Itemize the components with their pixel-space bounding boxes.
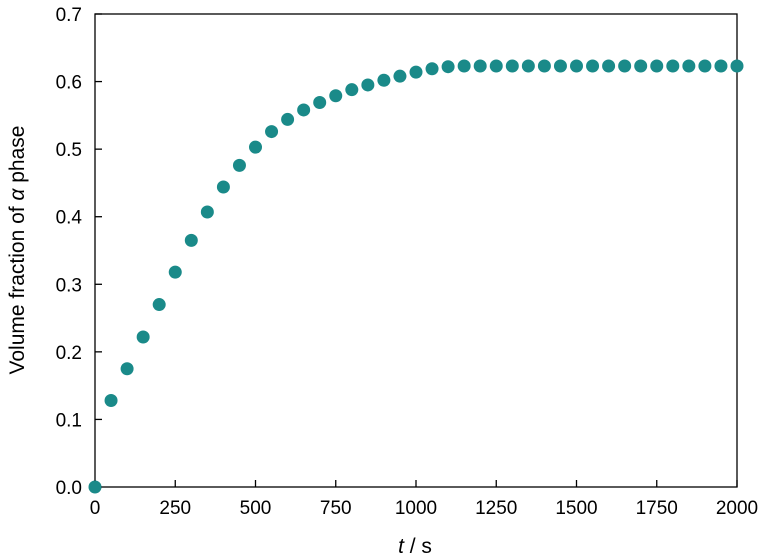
x-tick-label: 500 — [240, 498, 272, 519]
y-tick-label: 0.1 — [56, 410, 82, 431]
data-point — [409, 65, 423, 79]
data-point — [88, 480, 102, 494]
data-point — [521, 59, 535, 73]
data-point — [489, 59, 503, 73]
data-point — [586, 59, 600, 73]
data-point — [537, 59, 551, 73]
data-point — [698, 59, 712, 73]
data-point — [232, 158, 246, 172]
data-point — [200, 205, 214, 219]
data-point — [216, 180, 230, 194]
y-tick-label: 0.2 — [56, 343, 82, 364]
data-point — [505, 59, 519, 73]
x-tick-label: 1500 — [555, 498, 597, 519]
data-point — [249, 140, 262, 154]
data-point — [666, 59, 680, 73]
data-point — [377, 73, 391, 87]
ticks: 0 250 500 750 1000 1250 1500 1750 2000 0.0 0.1 0.2 0… — [56, 5, 759, 519]
data-point — [634, 59, 648, 73]
y-axis-label-suffix: phase — [6, 126, 29, 189]
data-points — [88, 59, 744, 494]
data-point — [553, 59, 567, 73]
data-point — [570, 59, 583, 73]
data-point — [602, 59, 616, 73]
data-point — [104, 394, 118, 408]
data-point — [361, 78, 375, 92]
x-tick-label: 1750 — [636, 498, 678, 519]
x-axis-unit: / s — [404, 535, 432, 558]
x-axis-variable: t — [398, 535, 405, 558]
data-point — [650, 59, 664, 73]
data-point — [329, 89, 343, 103]
data-point — [714, 59, 728, 73]
data-point — [345, 83, 359, 97]
data-point — [152, 298, 166, 312]
y-axis-label-prefix: Volume fraction of — [6, 201, 29, 375]
x-tick-label: 1000 — [395, 498, 437, 519]
data-point — [441, 60, 455, 74]
x-tick-label: 2000 — [716, 498, 758, 519]
x-tick-label: 250 — [159, 498, 191, 519]
y-tick-label: 0.0 — [56, 478, 82, 499]
x-tick-label: 1250 — [475, 498, 517, 519]
data-point — [136, 330, 150, 344]
data-point — [730, 59, 744, 73]
y-tick-label: 0.5 — [56, 140, 82, 161]
data-point — [120, 362, 134, 376]
axes — [94, 13, 738, 488]
y-axis-label-symbol: α — [6, 188, 29, 201]
data-point — [457, 59, 471, 73]
y-tick-label: 0.7 — [56, 5, 82, 26]
plot-frame — [94, 13, 738, 488]
data-point — [168, 265, 182, 279]
y-tick-label: 0.6 — [56, 73, 82, 94]
data-point — [425, 62, 439, 76]
data-point — [297, 103, 311, 117]
y-tick-label: 0.3 — [56, 275, 82, 296]
data-point — [473, 59, 487, 73]
data-point — [184, 233, 198, 247]
data-point — [682, 59, 696, 73]
data-point — [313, 96, 327, 110]
data-point — [265, 125, 279, 139]
data-point — [393, 69, 407, 83]
data-point — [618, 59, 632, 73]
data-point — [281, 112, 295, 126]
y-tick-label: 0.4 — [56, 208, 83, 229]
y-axis-label: Volume fraction of α phase — [6, 126, 29, 375]
x-axis-label: t / s — [398, 535, 432, 558]
x-tick-label: 0 — [90, 498, 101, 519]
x-tick-label: 750 — [320, 498, 352, 519]
